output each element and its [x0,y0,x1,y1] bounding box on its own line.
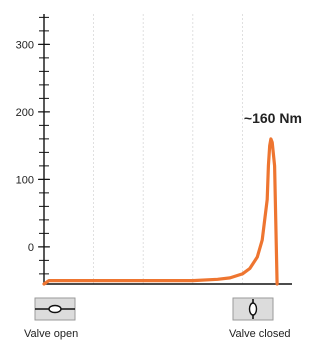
y-tick-label: 100 [16,174,34,186]
chart-grid [93,14,243,284]
y-axis-ticks: 0 100 200 300 [16,16,50,275]
valve-open-label: Valve open [24,328,79,340]
y-tick-label: 300 [16,39,34,51]
peak-torque-label: ~160 Nm [244,110,302,126]
valve-open-icon [34,297,76,321]
chart-axes [43,14,292,285]
y-tick-label: 200 [16,107,34,119]
valve-closed-label: Valve closed [229,328,291,340]
torque-curve [42,137,279,286]
chart-series [42,137,279,286]
y-tick-label: 0 [28,242,34,254]
chart-annotations: ~160 Nm [244,110,302,126]
valve-closed-icon [232,297,274,321]
